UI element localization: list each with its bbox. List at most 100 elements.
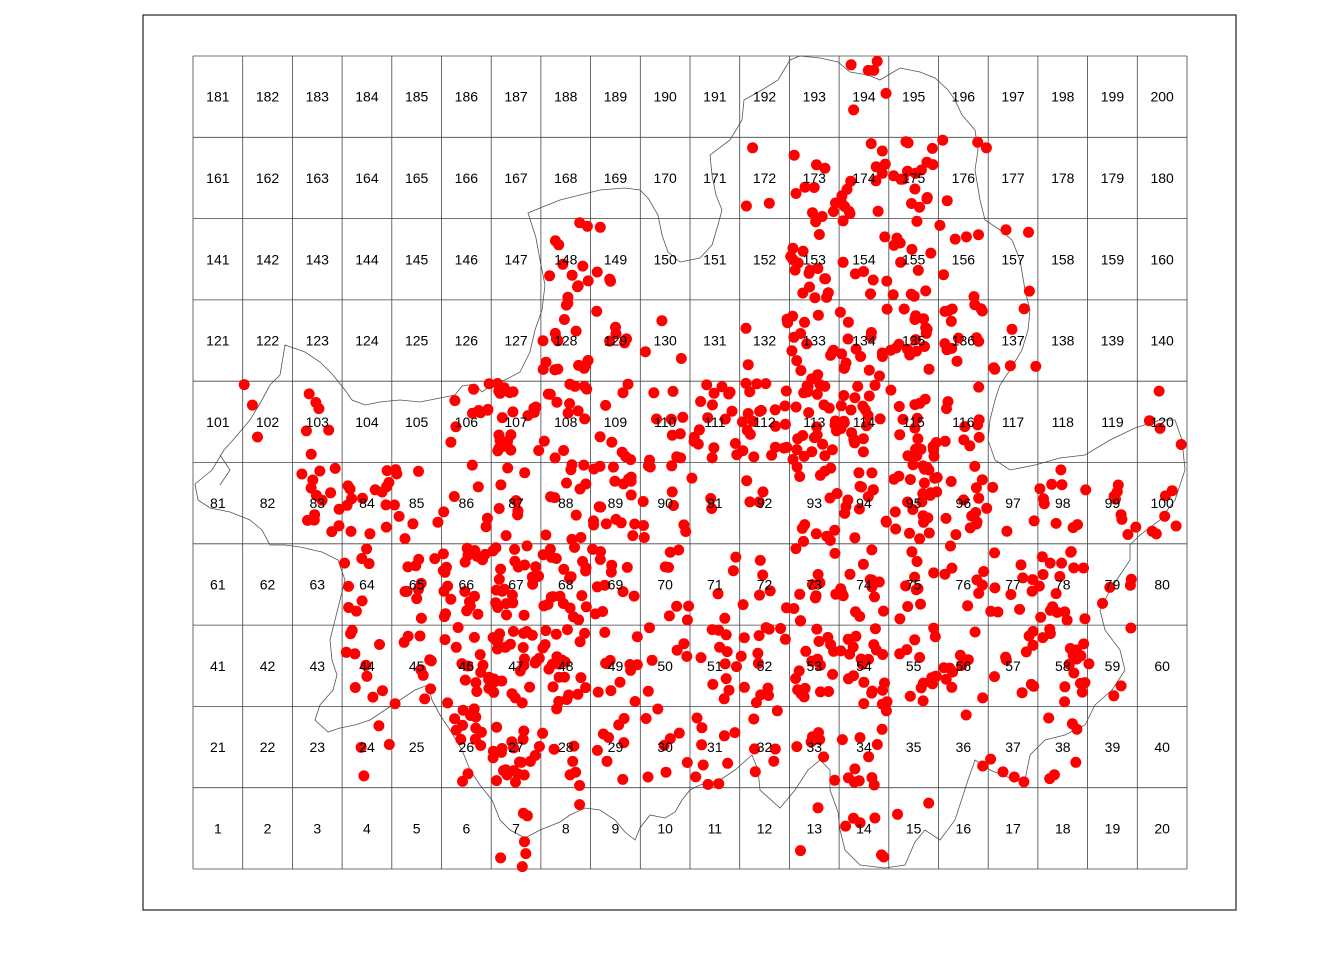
cell-label: 139 <box>1101 333 1125 349</box>
occurrence-point <box>1110 493 1121 505</box>
occurrence-point <box>680 526 692 537</box>
occurrence-point <box>836 734 848 746</box>
occurrence-point <box>842 333 854 345</box>
occurrence-point <box>885 344 897 356</box>
occurrence-point <box>487 752 499 764</box>
occurrence-point <box>931 472 943 483</box>
occurrence-point <box>874 413 886 425</box>
occurrence-point <box>414 630 426 642</box>
occurrence-point <box>779 400 791 412</box>
occurrence-point <box>923 363 935 375</box>
occurrence-point <box>808 182 820 193</box>
occurrence-point <box>785 250 797 262</box>
cell-label: 77 <box>1005 576 1021 592</box>
occurrence-point <box>442 697 454 709</box>
occurrence-point <box>575 532 587 543</box>
occurrence-point <box>393 510 405 522</box>
occurrence-point <box>528 406 540 418</box>
occurrence-point <box>940 512 952 524</box>
occurrence-point <box>252 431 263 443</box>
occurrence-point <box>551 396 563 408</box>
occurrence-point <box>926 142 938 154</box>
occurrence-point <box>849 532 861 544</box>
occurrence-point <box>439 634 451 646</box>
cell-label: 156 <box>952 251 976 267</box>
occurrence-point <box>812 569 824 580</box>
occurrence-point <box>666 429 678 441</box>
occurrence-point <box>518 627 530 639</box>
occurrence-point <box>1043 712 1055 724</box>
occurrence-points <box>238 55 1187 873</box>
occurrence-point <box>381 465 393 477</box>
occurrence-point <box>702 778 714 790</box>
occurrence-point <box>625 489 637 501</box>
cell-label: 152 <box>753 251 777 267</box>
occurrence-point <box>660 766 672 778</box>
occurrence-point <box>668 500 679 511</box>
occurrence-point <box>356 553 368 564</box>
occurrence-point <box>537 363 549 375</box>
occurrence-point <box>969 299 981 311</box>
cell-label: 189 <box>604 89 628 105</box>
occurrence-point <box>747 415 759 427</box>
occurrence-point <box>1005 589 1017 600</box>
occurrence-point <box>491 643 503 655</box>
occurrence-point <box>493 429 505 441</box>
occurrence-point <box>881 275 893 287</box>
occurrence-point <box>1116 513 1128 525</box>
occurrence-point <box>707 678 719 690</box>
occurrence-point <box>854 817 866 829</box>
cell-label: 151 <box>703 251 727 267</box>
cell-label: 52 <box>757 658 773 674</box>
occurrence-point <box>843 673 854 685</box>
occurrence-point <box>736 416 748 428</box>
occurrence-point <box>1153 385 1165 397</box>
occurrence-point <box>548 743 560 755</box>
occurrence-point <box>912 264 924 276</box>
occurrence-point <box>740 377 752 389</box>
occurrence-point <box>992 606 1004 618</box>
occurrence-point <box>869 379 881 391</box>
cell-label: 182 <box>256 89 280 105</box>
cell-label: 180 <box>1150 170 1174 186</box>
occurrence-point <box>617 387 629 399</box>
cell-label: 178 <box>1051 170 1075 186</box>
occurrence-point <box>904 690 916 702</box>
cell-label: 72 <box>757 576 773 592</box>
occurrence-point <box>977 760 989 772</box>
occurrence-point <box>477 554 488 566</box>
cell-label: 125 <box>405 333 429 349</box>
occurrence-point <box>769 404 781 416</box>
cell-label: 93 <box>806 495 822 511</box>
occurrence-point <box>941 195 953 207</box>
occurrence-point <box>879 158 891 170</box>
cell-label: 109 <box>604 414 628 430</box>
cell-label: 51 <box>707 658 723 674</box>
occurrence-point <box>502 435 513 447</box>
occurrence-point <box>863 364 875 376</box>
cell-label: 103 <box>306 414 330 430</box>
occurrence-point <box>850 606 861 618</box>
occurrence-point <box>976 579 988 591</box>
occurrence-point <box>631 631 643 643</box>
occurrence-point <box>457 704 469 716</box>
occurrence-point <box>671 600 683 612</box>
occurrence-point <box>914 533 926 545</box>
occurrence-point <box>491 775 502 787</box>
occurrence-point <box>329 462 341 474</box>
occurrence-point <box>438 506 450 518</box>
occurrence-point <box>1061 614 1073 626</box>
occurrence-point <box>763 197 775 209</box>
occurrence-point <box>849 763 861 775</box>
occurrence-point <box>1000 224 1012 236</box>
occurrence-point <box>361 543 373 555</box>
occurrence-point <box>449 713 461 725</box>
occurrence-point <box>452 622 464 633</box>
cell-label: 168 <box>554 170 578 186</box>
occurrence-point <box>780 385 792 397</box>
occurrence-point <box>457 719 468 731</box>
occurrence-point <box>506 736 518 748</box>
occurrence-point <box>573 359 585 371</box>
occurrence-point <box>766 449 778 461</box>
occurrence-point <box>1075 677 1086 689</box>
